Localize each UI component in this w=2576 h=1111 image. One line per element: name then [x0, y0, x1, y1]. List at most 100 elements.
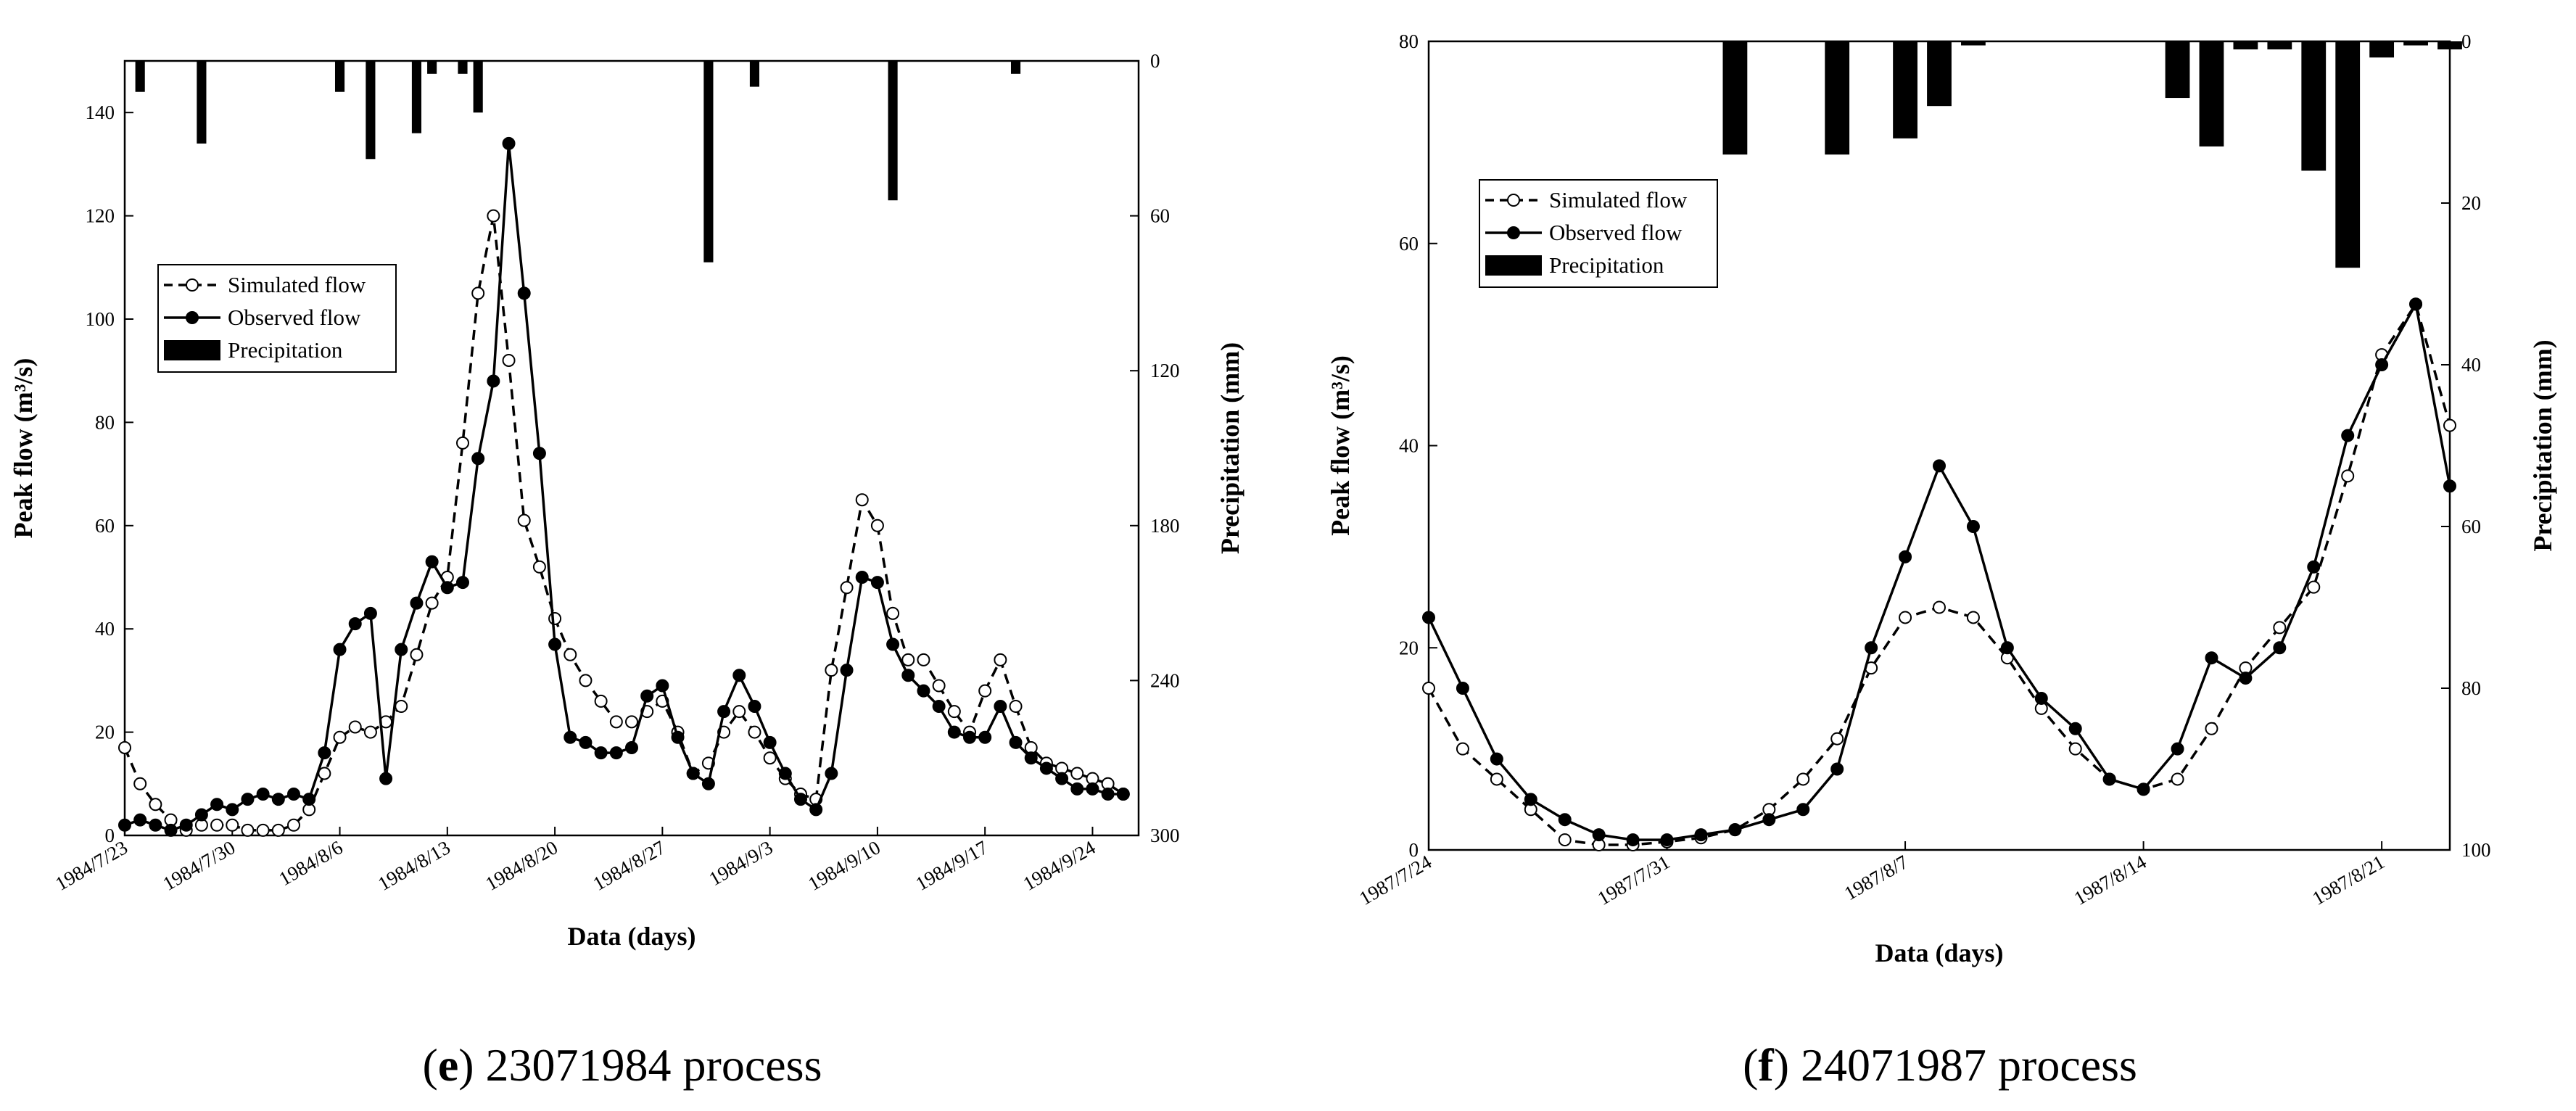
simulated-point-e-10: [271, 823, 285, 837]
simulated-point-e-30: [579, 674, 593, 687]
observed-point-e-58: [1009, 735, 1023, 749]
precipitation-bar-f-9: [2301, 41, 2327, 171]
observed-point-e-65: [1116, 788, 1130, 801]
simulated-point-e-48: [855, 493, 869, 507]
y-tick-label: 60: [1399, 233, 1419, 255]
x-tick-label: 1984/9/3: [705, 836, 776, 890]
simulated-point-e-25: [502, 353, 516, 367]
precipitation-bar-f-7: [2233, 41, 2258, 50]
y-axis-title: Peak flow (m³/s): [9, 358, 38, 539]
observed-point-f-19: [2068, 722, 2082, 735]
precipitation-bar-e-11: [1010, 61, 1021, 74]
simulated-point-f-26: [2307, 580, 2321, 594]
observed-point-f-4: [1558, 813, 1572, 827]
observed-point-f-13: [1865, 641, 1878, 655]
observed-point-e-9: [256, 788, 270, 801]
observed-point-f-11: [1796, 803, 1810, 817]
y2-axis-title: Precipitation (mm): [1215, 342, 1244, 554]
caption-text: ) 23071984 process: [458, 1039, 822, 1091]
simulated-point-e-47: [840, 581, 854, 595]
simulated-point-e-56: [978, 684, 992, 698]
simulated-point-e-46: [825, 664, 838, 677]
simulated-point-f-15: [1933, 600, 1946, 614]
x-tick-label: 1984/7/23: [51, 836, 131, 895]
observed-point-f-6: [1626, 833, 1640, 847]
observed-point-e-55: [963, 730, 976, 744]
simulated-point-e-23: [471, 286, 485, 300]
x-tick-label: 1984/8/20: [482, 836, 561, 895]
y-tick-label: 20: [1399, 637, 1419, 658]
legend-simulated-marker: [186, 278, 199, 292]
simulated-point-e-49: [870, 519, 884, 532]
x-tick-label: 1984/8/13: [374, 836, 454, 895]
observed-point-e-7: [226, 803, 239, 817]
observed-point-e-39: [717, 705, 731, 719]
observed-point-f-27: [2341, 429, 2355, 442]
x-tick-label: 1987/7/31: [1594, 851, 1674, 909]
observed-point-e-63: [1086, 782, 1099, 796]
legend-label: Simulated flow: [228, 272, 366, 297]
precipitation-bar-e-1: [197, 61, 207, 144]
observed-point-e-52: [917, 684, 930, 698]
observed-point-e-49: [870, 576, 884, 590]
simulated-point-e-20: [425, 596, 439, 610]
legend-precipitation-swatch: [164, 340, 220, 360]
y-tick-label: 0: [1409, 839, 1419, 861]
observed-point-e-12: [302, 793, 316, 806]
observed-point-e-60: [1039, 761, 1053, 775]
observed-point-e-59: [1024, 751, 1038, 765]
precipitation-bar-e-0: [135, 61, 145, 92]
y2-tick-label: 240: [1150, 669, 1180, 691]
simulated-point-e-32: [609, 715, 623, 729]
observed-point-e-10: [271, 793, 285, 806]
y2-axis-title: Precipitation (mm): [2528, 339, 2557, 551]
simulated-point-e-9: [256, 823, 270, 837]
observed-point-e-57: [994, 700, 1007, 713]
observed-point-e-0: [118, 818, 131, 832]
observed-point-f-16: [1966, 520, 1980, 533]
precipitation-bar-f-2: [1893, 41, 1917, 139]
observed-point-e-19: [410, 596, 424, 610]
precipitation-bar-f-3: [1927, 41, 1952, 107]
simulated-point-f-16: [1966, 611, 1980, 624]
observed-point-e-29: [564, 730, 577, 744]
observed-point-e-61: [1055, 772, 1069, 785]
y2-tick-label: 40: [2461, 354, 2481, 376]
chart-panel-e: 0 20 40 60 80 100 120 140 0 60 120 180 240 300 1984/7/…: [9, 50, 1244, 1091]
y2-tick-label: 60: [2461, 516, 2481, 537]
simulated-point-e-31: [594, 694, 608, 708]
x-tick-label: 1984/9/17: [912, 836, 991, 895]
observed-point-e-54: [947, 725, 961, 739]
precipitation-bar-e-4: [411, 61, 422, 133]
simulated-point-e-51: [901, 653, 915, 666]
y2-tick-label: 0: [2461, 30, 2472, 52]
precipitation-bar-e-10: [888, 61, 898, 201]
x-tick-label: 1984/9/10: [804, 836, 884, 895]
observed-point-e-23: [471, 452, 485, 466]
observed-point-f-2: [1490, 752, 1503, 766]
observed-point-e-13: [318, 746, 331, 760]
precipitation-bar-e-7: [473, 61, 483, 113]
observed-point-e-31: [594, 746, 608, 760]
simulated-point-e-1: [133, 777, 147, 790]
legend-label: Precipitation: [1549, 252, 1664, 278]
x-axis-title: Data (days): [568, 922, 696, 951]
observed-point-f-3: [1524, 793, 1537, 806]
caption-panel-letter: e: [438, 1039, 458, 1091]
observed-point-f-14: [1899, 550, 1912, 563]
precipitation-bar-f-13: [2437, 41, 2462, 50]
simulated-point-e-50: [886, 606, 900, 620]
observed-point-e-28: [548, 637, 562, 651]
simulated-point-f-23: [2205, 722, 2218, 735]
simulated-point-f-27: [2341, 469, 2355, 483]
y-tick-label: 80: [95, 411, 115, 433]
observed-point-e-50: [886, 637, 900, 651]
observed-point-e-25: [502, 136, 516, 150]
observed-point-e-34: [640, 689, 654, 703]
simulated-point-e-53: [932, 679, 946, 693]
x-tick-label: 1984/9/24: [1020, 836, 1099, 895]
panel-caption: (e) 23071984 process: [423, 1039, 822, 1091]
observed-point-e-17: [379, 772, 393, 785]
simulated-point-f-22: [2171, 772, 2184, 786]
simulated-point-f-0: [1422, 682, 1435, 695]
